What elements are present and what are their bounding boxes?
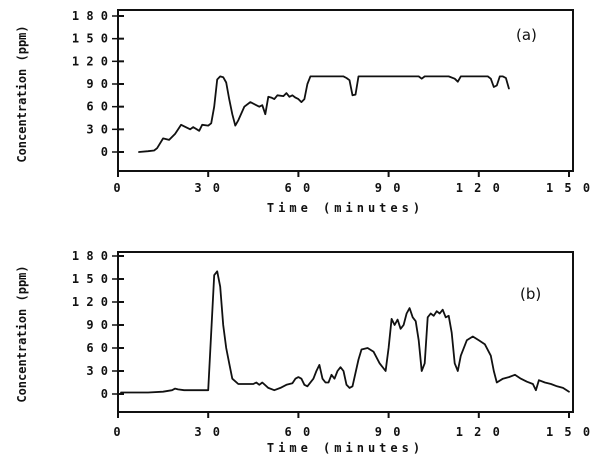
x-tick-label: 1 2 0 — [456, 181, 502, 195]
x-tick-label: 1 2 0 — [456, 425, 502, 439]
series-line — [120, 270, 570, 394]
x-tick-label: 3 0 — [194, 181, 222, 195]
x-tick-label: 9 0 — [375, 425, 403, 439]
x-axis-label: Time (minutes) — [267, 201, 424, 215]
y-tick-label: 3 0 — [86, 364, 108, 378]
plot-frame — [117, 251, 574, 413]
chart-panel-a: 0 3 0 6 0 9 0 1 2 0 1 5 0 1 8 0 0 3 0 6 0 9 0 1 2 0… — [15, 9, 592, 215]
chart-panel-b: 0 3 0 6 0 9 0 1 2 0 1 5 0 1 8 0 0 3 0 6 0 9 0 1 2 0… — [15, 249, 592, 455]
series-line — [138, 75, 510, 153]
panel-label: (b) — [520, 285, 541, 303]
y-tick-label: 0 — [101, 145, 108, 159]
y-tick-label: 9 0 — [86, 77, 108, 91]
y-axis-label: Concentration (ppm) — [15, 25, 29, 162]
x-tick-label: 1 5 0 — [546, 181, 592, 195]
x-axis-label: Time (minutes) — [267, 441, 424, 455]
y-tick-label: 6 0 — [86, 100, 108, 114]
plot-frame — [117, 9, 574, 172]
panel-label: (a) — [516, 26, 537, 44]
x-tick-label: 3 0 — [194, 425, 222, 439]
y-tick-label: 9 0 — [86, 318, 108, 332]
y-tick-label: 1 8 0 — [72, 249, 108, 263]
x-tick-label: 6 0 — [285, 425, 313, 439]
y-axis-label: Concentration (ppm) — [15, 265, 29, 402]
y-tick-label: 1 5 0 — [72, 32, 108, 46]
x-tick-label: 9 0 — [375, 181, 403, 195]
y-tick-label: 1 2 0 — [72, 54, 108, 68]
y-tick-label: 1 5 0 — [72, 272, 108, 286]
y-tick-label: 3 0 — [86, 122, 108, 136]
y-tick-label: 1 2 0 — [72, 295, 108, 309]
x-tick-label: 0 — [113, 425, 122, 439]
y-tick-label: 1 8 0 — [72, 9, 108, 23]
x-tick-label: 6 0 — [285, 181, 313, 195]
x-tick-label: 1 5 0 — [546, 425, 592, 439]
y-tick-label: 0 — [101, 387, 108, 401]
y-tick-label: 6 0 — [86, 341, 108, 355]
x-tick-label: 0 — [113, 181, 122, 195]
